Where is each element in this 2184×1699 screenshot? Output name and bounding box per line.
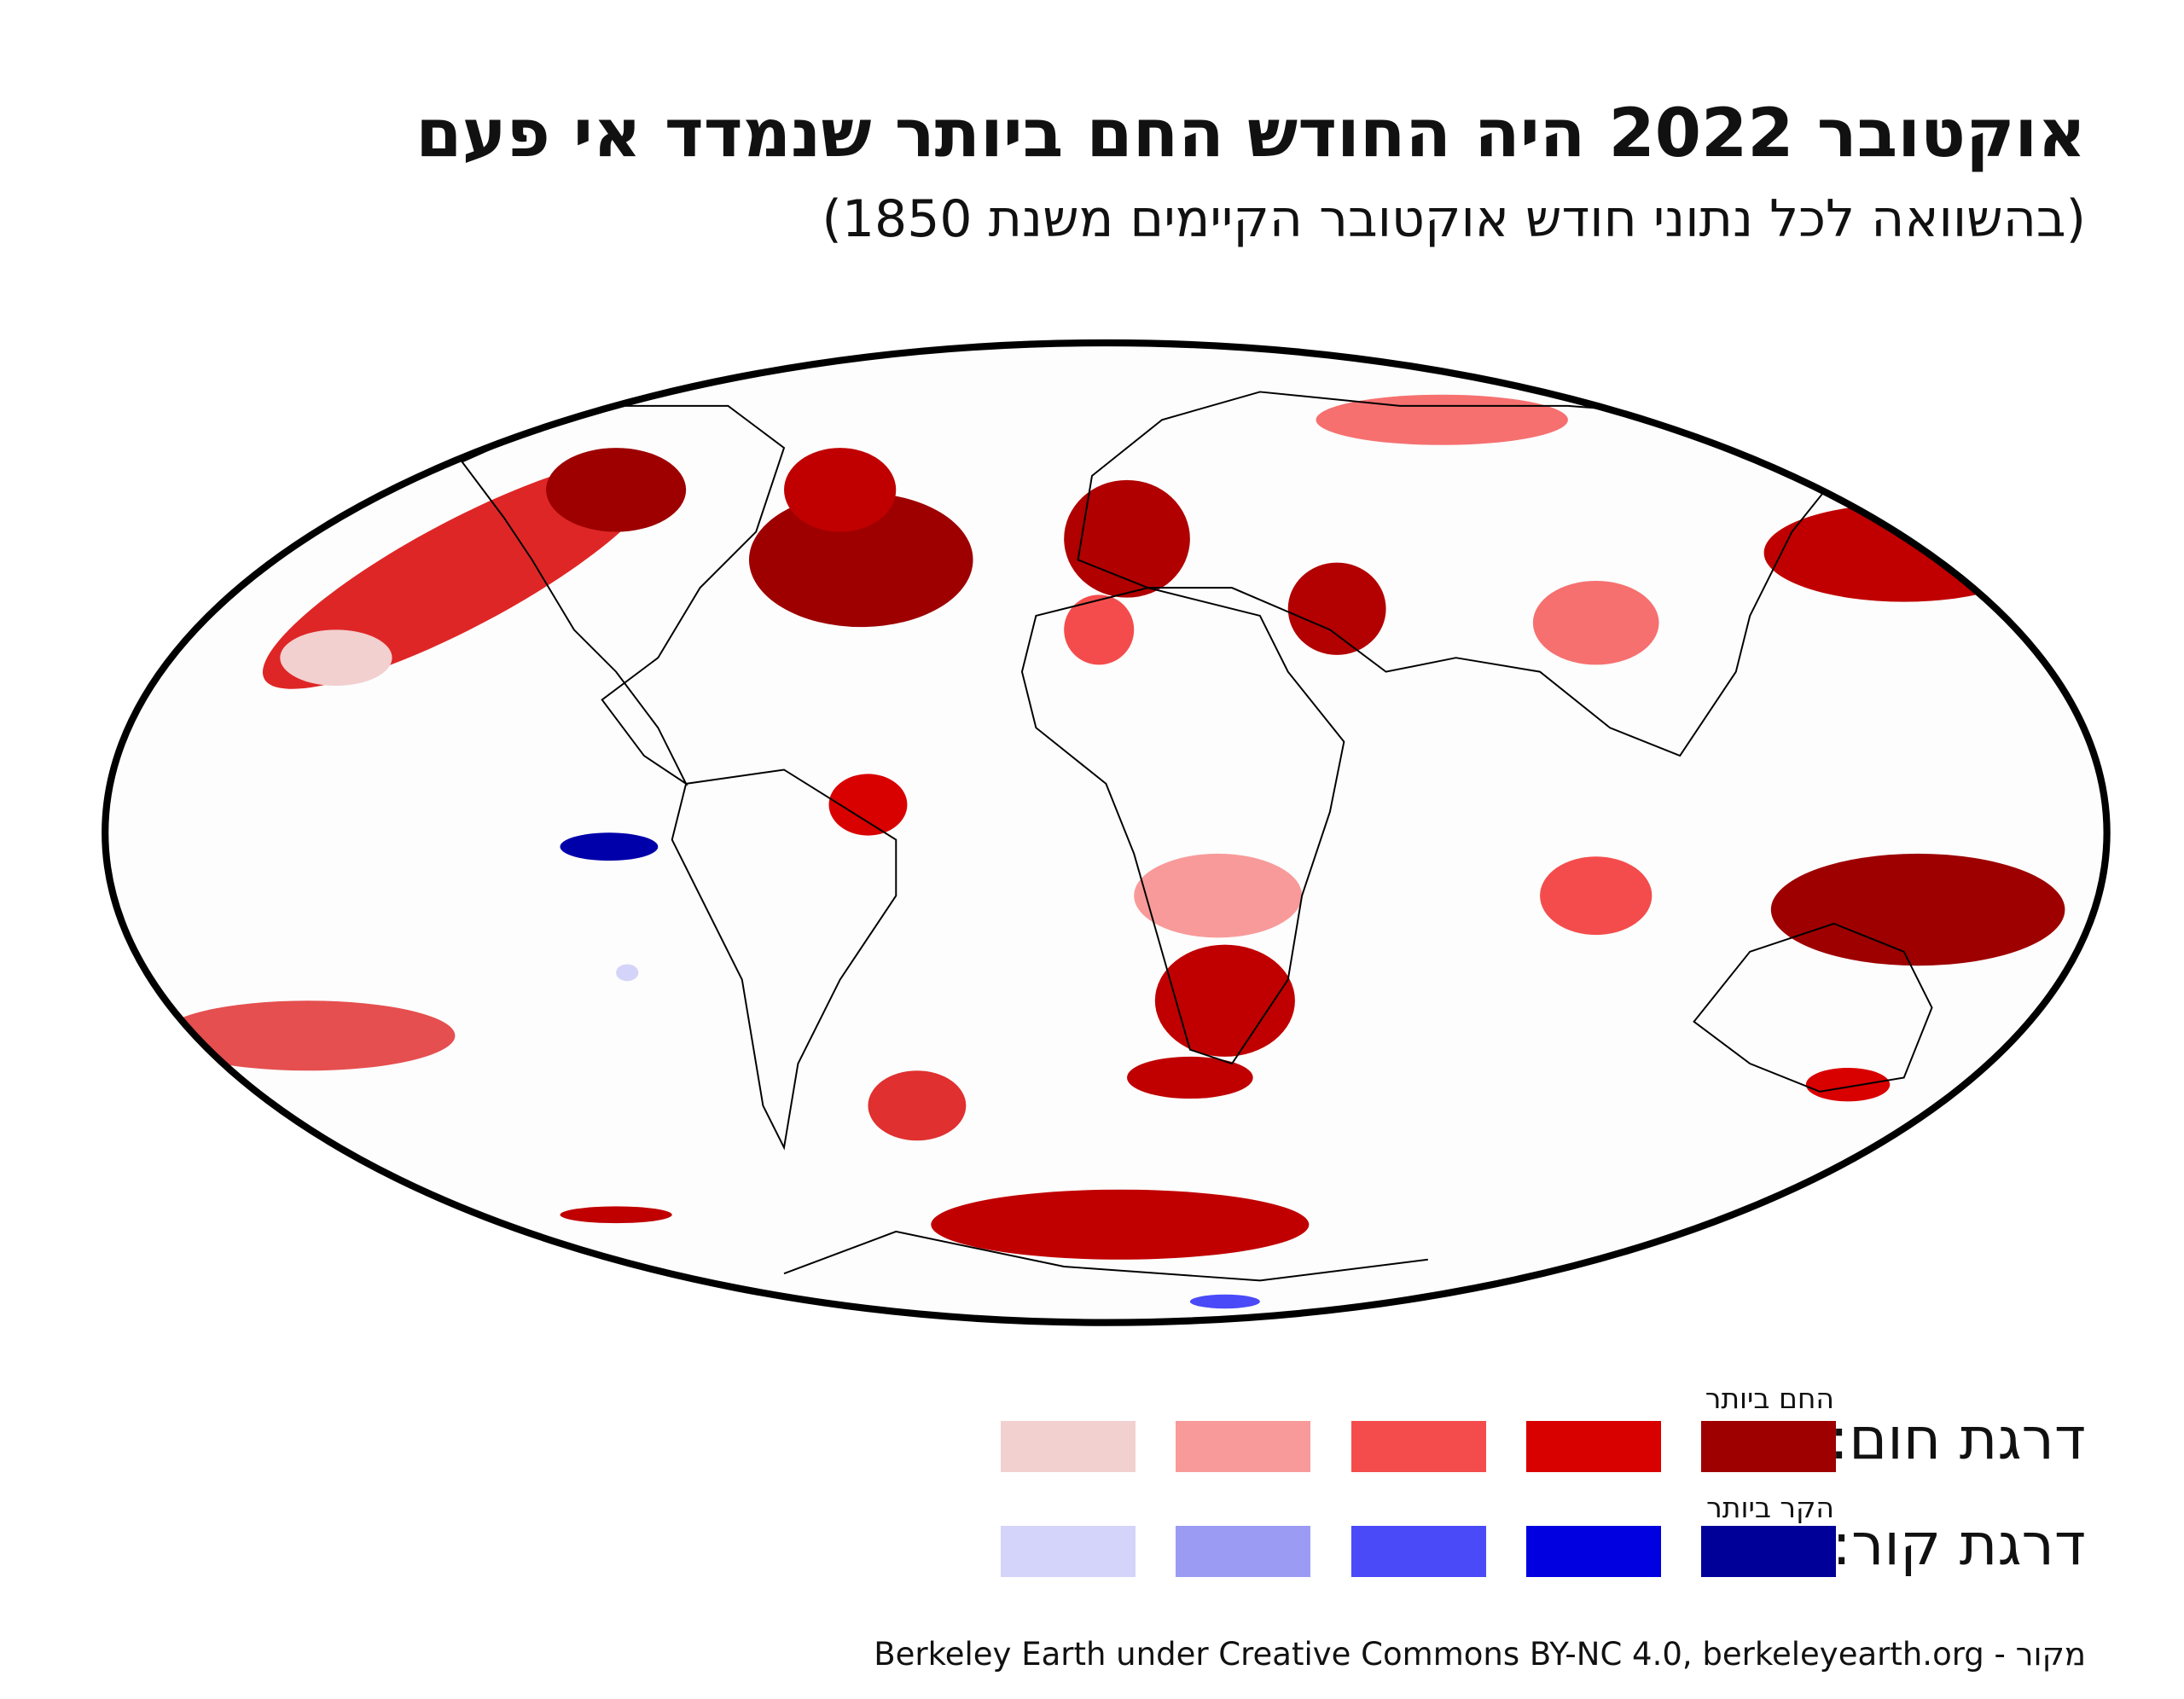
anomaly-layer [105,343,2107,1323]
region [1064,594,1135,665]
region [931,1189,1310,1260]
antarctica [783,1230,1428,1282]
region [1770,853,2065,966]
region [828,774,908,836]
region [1189,1294,1260,1309]
region [560,1206,672,1224]
region [280,629,392,687]
region [868,1070,967,1141]
region [560,832,659,861]
legend-label: דרגת קור: [1832,1511,2086,1579]
region [160,1000,456,1071]
legend-extreme-label: הקר ביותר [1706,1491,1834,1524]
legend-label: דרגת חום: [1829,1406,2086,1473]
legend-extreme-label: החם ביותר [1705,1382,1834,1415]
source: מקור - Berkeley Earth under Creative Com… [874,1636,2086,1673]
region [616,964,639,982]
coastlines [461,391,1933,1282]
region [546,448,687,532]
region [1064,479,1190,598]
region [1134,853,1303,938]
africa [1020,587,1345,1065]
warm-regions [160,394,2065,1260]
region [1532,580,1659,665]
globe-outline [102,339,2111,1326]
region [784,448,897,532]
australia [1693,922,1933,1093]
south-america [671,768,897,1151]
title: אוקטובר 2022 היה החודש החם ביותר שנמדד א… [415,96,2086,172]
region [1805,1067,1891,1102]
cold-regions [560,832,1260,1309]
region [1154,944,1295,1057]
subtitle: (בהשוואה לכל נתוני חודש אוקטובר הקיימים … [822,189,2086,249]
region [1287,562,1386,655]
region [1316,394,1568,445]
region [1763,503,2044,602]
eurasia [1077,391,1850,757]
region [1540,856,1653,936]
region [748,492,973,628]
north-america [461,404,786,786]
region [1127,1056,1253,1099]
